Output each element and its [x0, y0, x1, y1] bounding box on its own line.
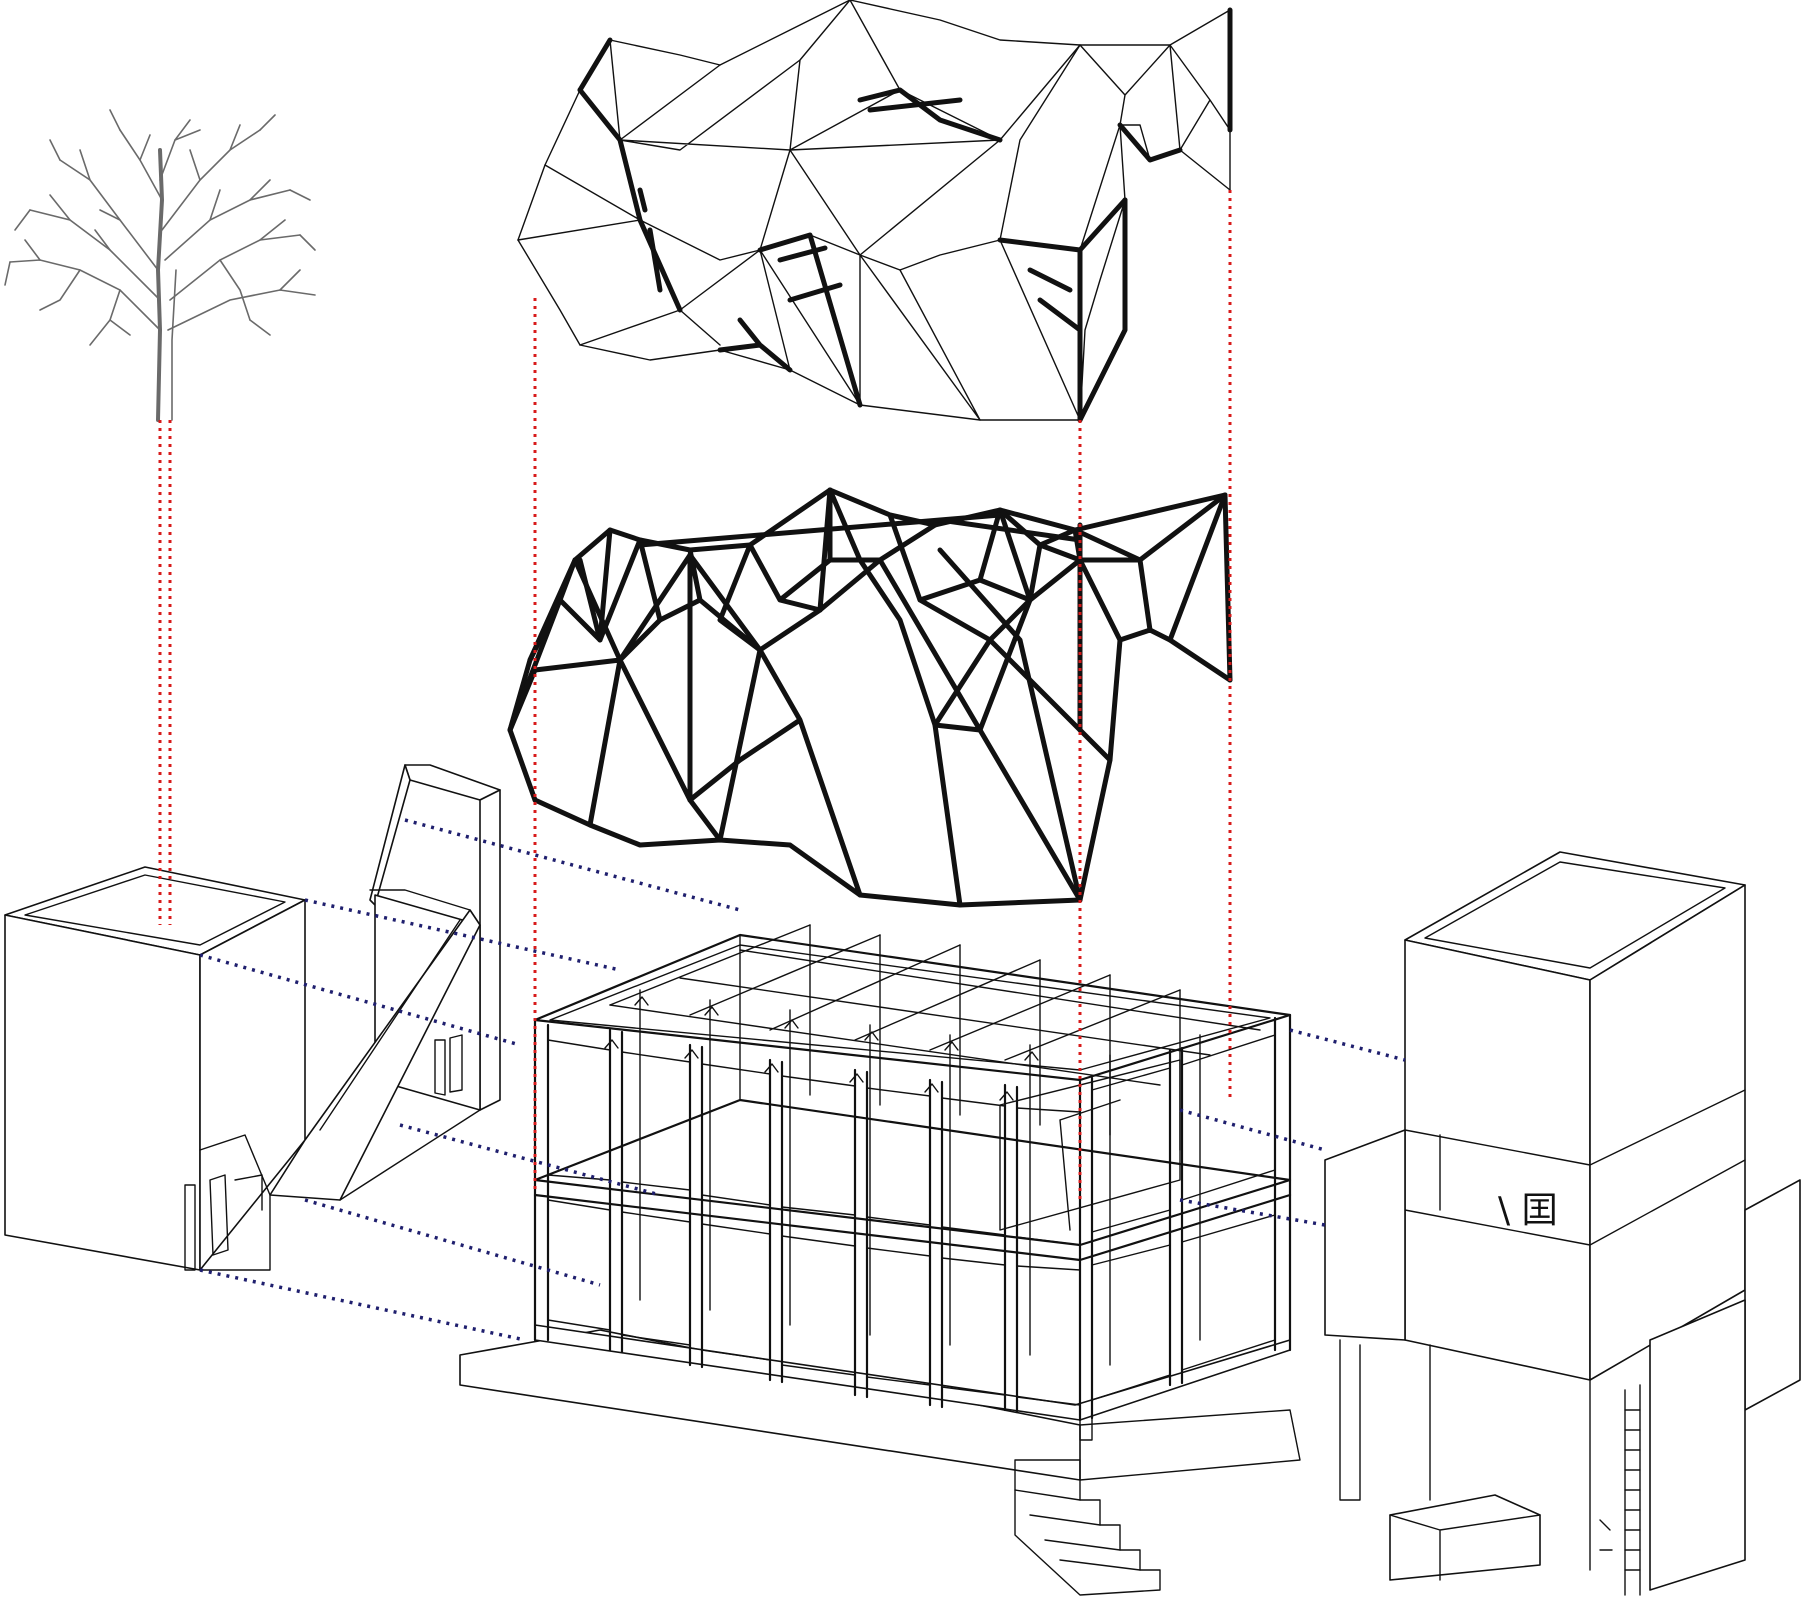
right-tower-volume: \ 囯	[1324, 851, 1801, 1596]
left-service-volume	[4, 866, 306, 1271]
tower-signage: \ 囯	[1498, 1190, 1558, 1231]
vertical-alignment-lines	[158, 190, 1232, 1200]
faceted-roof-skin	[517, 0, 1233, 423]
tree	[4, 109, 316, 422]
ramp-volume	[269, 764, 501, 1201]
horizontal-alignment-lines	[199, 818, 1406, 1342]
grid-frame-structure	[459, 924, 1301, 1596]
space-frame-truss	[507, 487, 1233, 908]
